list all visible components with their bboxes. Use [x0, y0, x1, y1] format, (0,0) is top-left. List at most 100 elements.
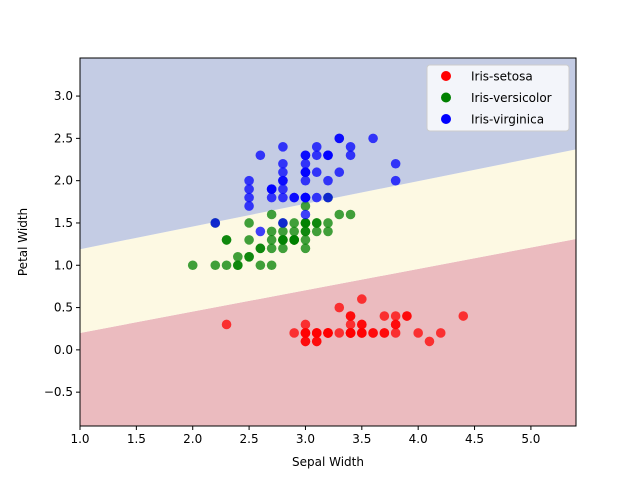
point-virginica — [311, 142, 322, 152]
point-versicolor — [187, 260, 198, 271]
series-virginica — [210, 133, 401, 237]
point-versicolor — [266, 209, 277, 220]
point-virginica — [210, 218, 221, 228]
y-tick-label: 2.5 — [54, 131, 73, 145]
point-setosa — [345, 328, 356, 338]
point-virginica — [278, 167, 288, 178]
point-setosa — [390, 319, 401, 330]
legend-entry-setosa: Iris-setosa — [441, 70, 533, 84]
point-virginica — [278, 158, 288, 169]
point-versicolor — [311, 226, 322, 237]
point-virginica — [390, 158, 401, 169]
point-virginica — [278, 192, 288, 203]
point-setosa — [357, 294, 367, 304]
point-versicolor — [221, 260, 232, 271]
legend-label-versicolor: Iris-versicolor — [471, 91, 552, 105]
y-tick-label: 2.0 — [54, 174, 73, 188]
point-virginica — [300, 209, 311, 220]
x-tick-label: 2.5 — [240, 432, 259, 446]
point-versicolor — [266, 260, 277, 271]
x-tick-label: 1.5 — [127, 432, 146, 446]
point-virginica — [323, 150, 333, 161]
point-versicolor — [221, 235, 232, 245]
point-versicolor — [255, 243, 266, 254]
point-virginica — [300, 158, 311, 169]
point-versicolor — [323, 218, 333, 228]
point-virginica — [334, 133, 345, 144]
point-virginica — [278, 175, 288, 186]
point-virginica — [255, 150, 266, 161]
point-virginica — [300, 167, 311, 178]
point-versicolor — [289, 235, 299, 245]
point-virginica — [244, 201, 254, 211]
legend-entry-virginica: Iris-virginica — [441, 113, 544, 127]
point-virginica — [334, 167, 345, 178]
point-virginica — [311, 192, 322, 203]
point-versicolor — [323, 226, 333, 237]
point-virginica — [368, 133, 378, 144]
point-versicolor — [300, 243, 311, 254]
point-setosa — [357, 328, 367, 338]
legend-entry-versicolor: Iris-versicolor — [441, 91, 552, 105]
y-tick-label: 0.0 — [54, 343, 73, 357]
point-setosa — [402, 311, 412, 321]
point-virginica — [266, 192, 277, 203]
point-versicolor — [210, 260, 221, 271]
point-versicolor — [244, 251, 254, 262]
x-tick-label: 3.0 — [296, 432, 315, 446]
point-versicolor — [266, 226, 277, 237]
point-virginica — [345, 142, 356, 152]
point-versicolor — [311, 218, 322, 228]
point-versicolor — [233, 260, 243, 271]
point-versicolor — [278, 226, 288, 237]
point-setosa — [334, 328, 345, 338]
point-setosa — [424, 336, 435, 347]
point-setosa — [311, 336, 322, 347]
point-virginica — [300, 150, 311, 161]
x-tick-label: 5.0 — [521, 432, 540, 446]
point-virginica — [244, 175, 254, 186]
point-versicolor — [300, 201, 311, 211]
point-setosa — [334, 302, 345, 313]
point-versicolor — [233, 251, 243, 262]
point-virginica — [244, 184, 254, 194]
y-tick-label: 1.5 — [54, 216, 73, 230]
legend-marker-versicolor — [441, 92, 451, 103]
legend-box — [426, 64, 570, 132]
x-axis-ticks: 1.0 1.5 2.0 2.5 3.0 3.5 4.0 4.5 5.0 — [70, 426, 540, 446]
point-versicolor — [289, 218, 299, 228]
point-versicolor — [266, 243, 277, 254]
series-setosa — [221, 294, 469, 347]
point-versicolor — [289, 226, 299, 237]
data-points — [187, 133, 469, 347]
x-tick-label: 4.5 — [465, 432, 484, 446]
point-setosa — [390, 328, 401, 338]
legend-label-virginica: Iris-virginica — [471, 113, 544, 127]
point-virginica — [311, 167, 322, 178]
legend-marker-virginica — [441, 114, 451, 124]
series-versicolor — [187, 192, 356, 271]
x-tick-label: 4.0 — [409, 432, 428, 446]
point-setosa — [435, 328, 446, 338]
point-setosa — [379, 328, 390, 338]
point-versicolor — [244, 235, 254, 245]
point-virginica — [300, 192, 311, 203]
region-versicolor — [80, 149, 576, 333]
x-tick-label: 2.0 — [183, 432, 202, 446]
y-tick-label: −0.5 — [44, 385, 73, 399]
point-setosa — [311, 328, 322, 338]
point-setosa — [300, 336, 311, 347]
point-versicolor — [278, 243, 288, 254]
point-setosa — [345, 319, 356, 330]
point-setosa — [368, 328, 378, 338]
point-versicolor — [244, 218, 254, 228]
point-setosa — [300, 328, 311, 338]
point-setosa — [379, 311, 390, 321]
legend-label-setosa: Iris-setosa — [471, 70, 533, 84]
x-axis-label: Sepal Width — [292, 455, 364, 469]
point-virginica — [244, 192, 254, 203]
y-axis-label: Petal Width — [16, 208, 30, 276]
point-setosa — [323, 328, 333, 338]
point-virginica — [255, 226, 266, 237]
point-versicolor — [334, 209, 345, 220]
